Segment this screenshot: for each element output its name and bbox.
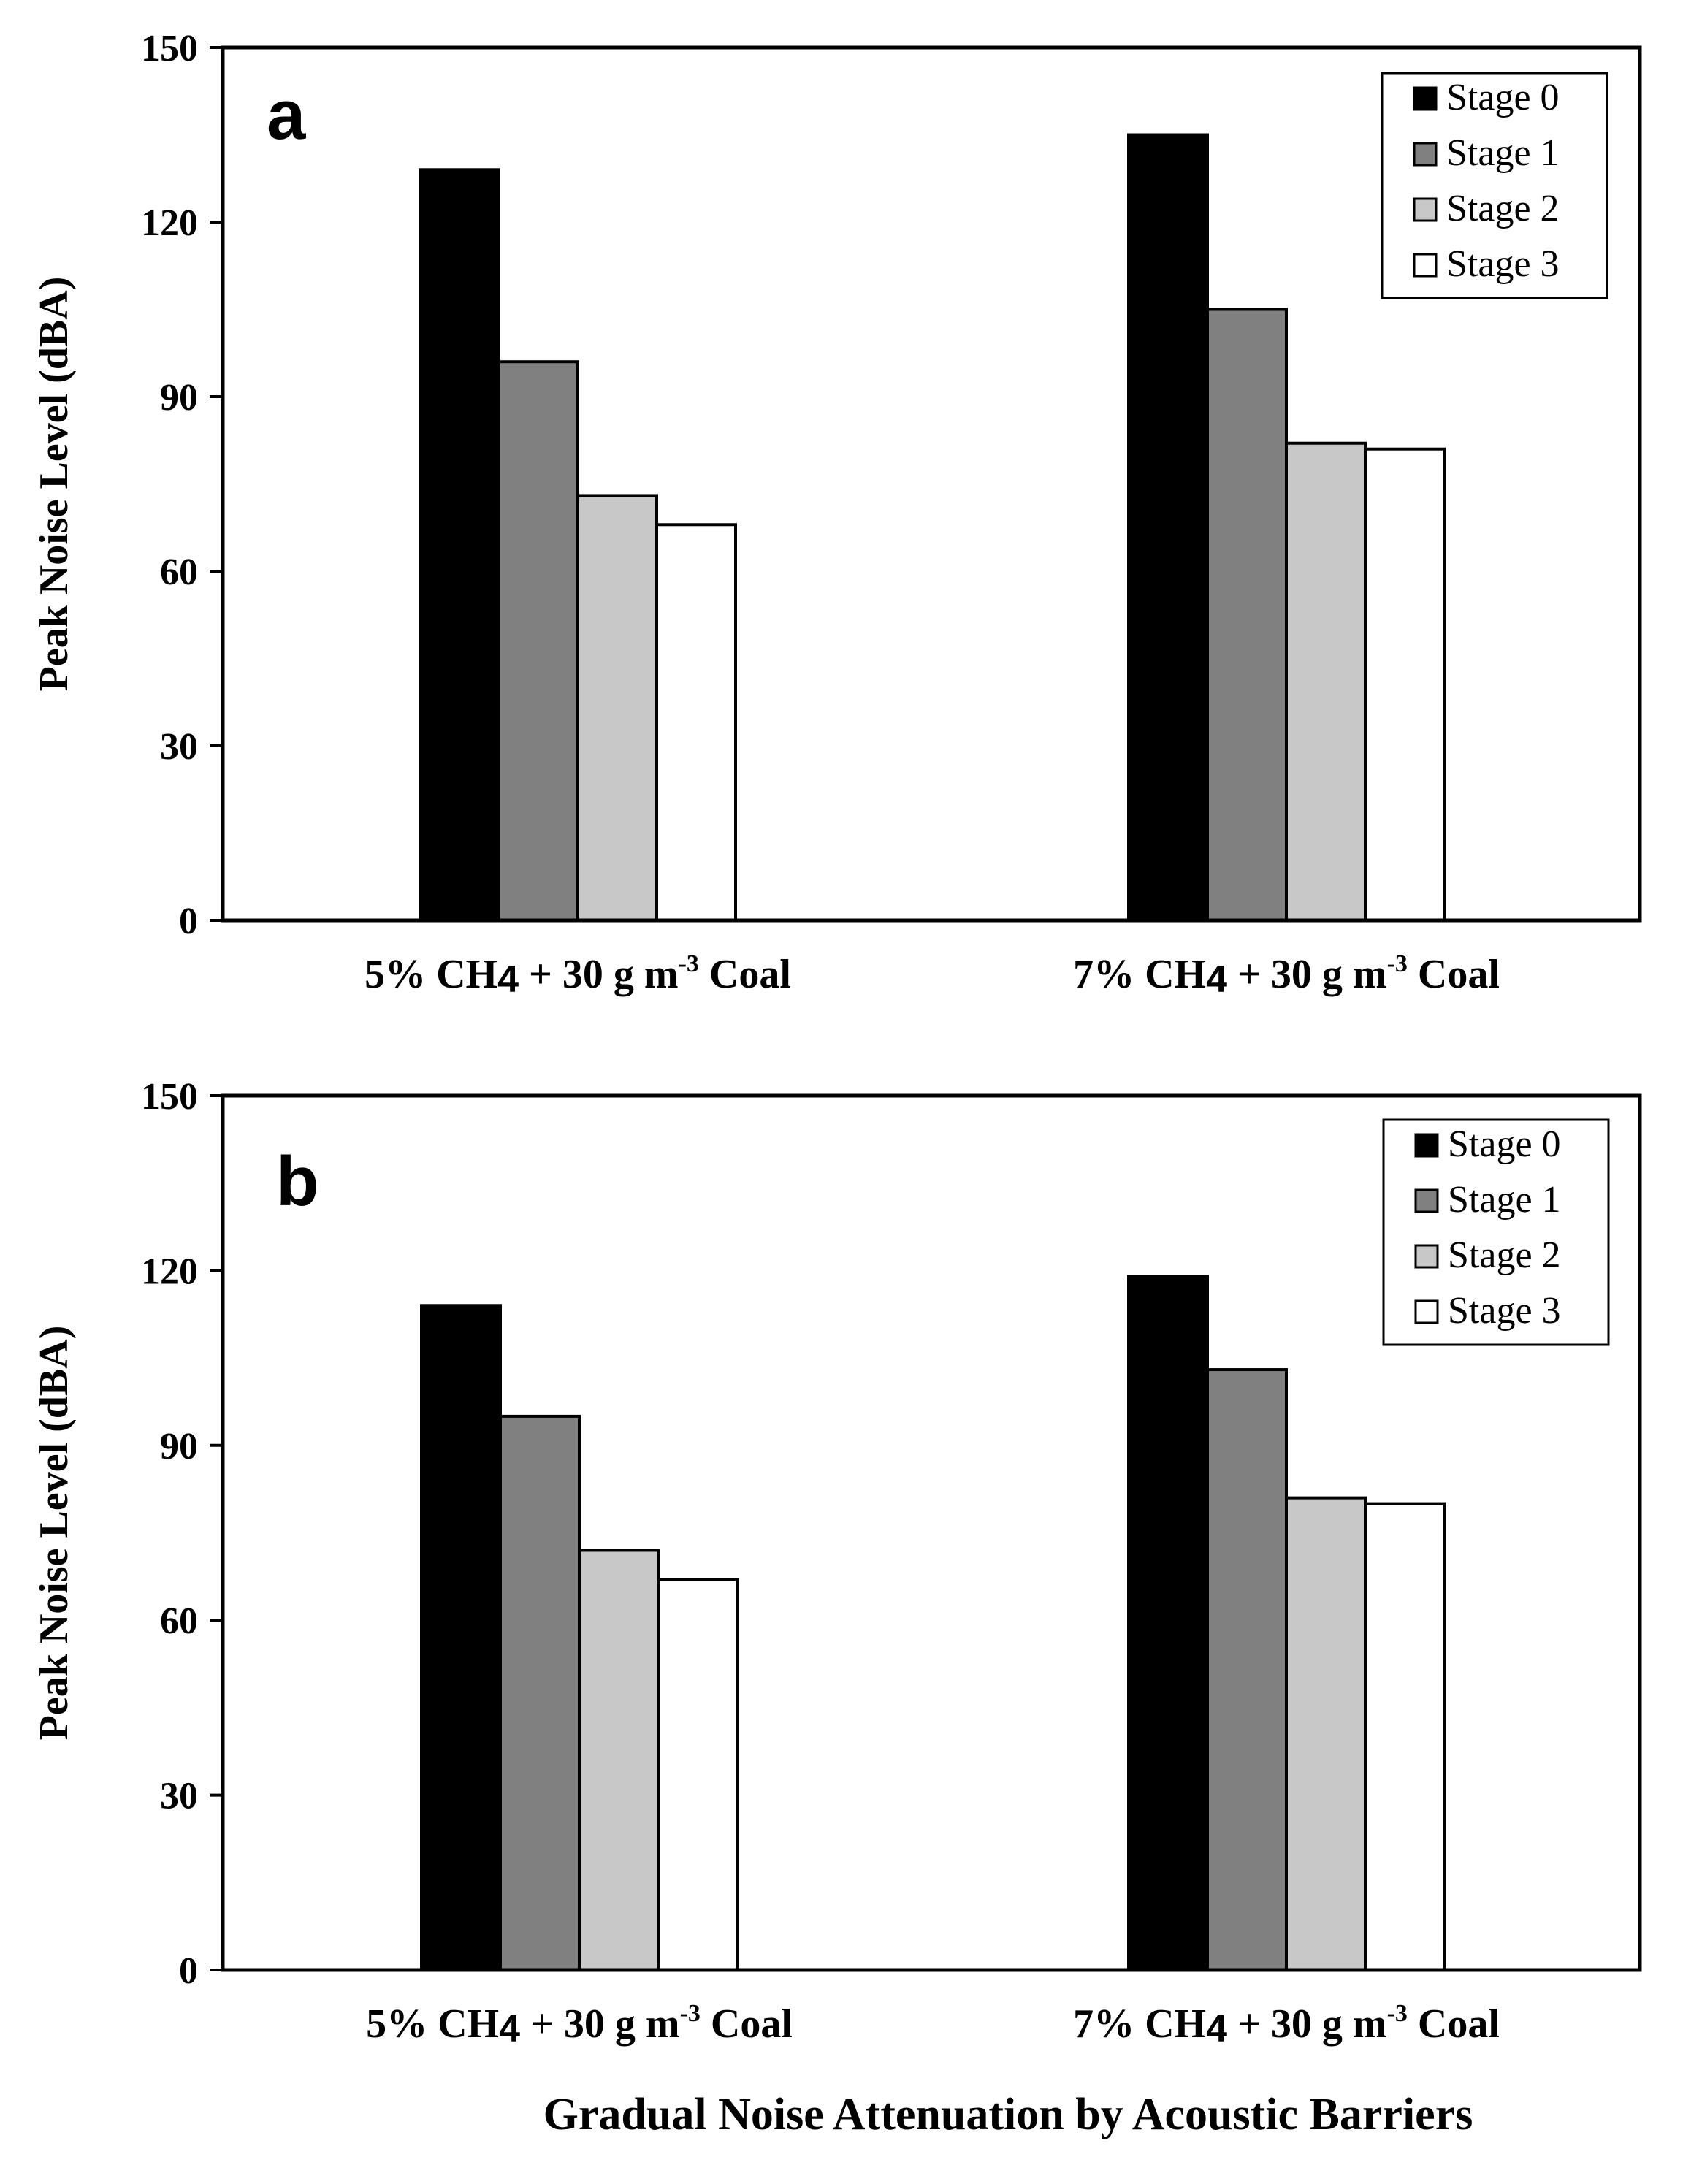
legend-swatch (1413, 142, 1438, 167)
x-category-label: 7% CH4 + 30 g m-3 Coal (1073, 2000, 1500, 2050)
bar-stage-3 (1364, 447, 1446, 922)
y-axis-label: Peak Noise Level (dBA) (31, 277, 77, 692)
legend-swatch (1414, 1299, 1439, 1324)
bar-stage-1 (1206, 1368, 1288, 1972)
category-superscript: -3 (680, 2000, 701, 2027)
panel-label: b (276, 1142, 319, 1221)
bar-stage-2 (578, 1549, 660, 1971)
y-tick-label: 90 (160, 377, 198, 419)
bar-stage-0 (419, 168, 500, 922)
category-subscript: 4 (1206, 2008, 1227, 2050)
y-tick-label: 150 (141, 28, 198, 69)
bar-stage-0 (1127, 1275, 1209, 1971)
category-middle: + 30 g m (519, 952, 679, 997)
legend-swatch (1413, 86, 1438, 111)
y-tick-label: 150 (141, 1076, 198, 1118)
bar-stage-2 (1285, 441, 1367, 922)
bar-stage-0 (420, 1304, 502, 1971)
legend-swatch (1413, 197, 1438, 222)
legend-entry: Stage 3 (1446, 243, 1560, 285)
y-tick-label: 120 (141, 1251, 198, 1292)
category-superscript: -3 (679, 950, 699, 977)
category-suffix: Coal (1408, 2001, 1500, 2047)
bar-stage-1 (499, 1414, 581, 1971)
y-tick-label: 120 (141, 202, 198, 244)
bar-stage-2 (1285, 1496, 1367, 1972)
legend-entry: Stage 0 (1448, 1123, 1561, 1165)
plot-frame (221, 1093, 1642, 1972)
x-category-label: 7% CH4 + 30 g m-3 Coal (1073, 950, 1500, 1001)
legend-entry: Stage 3 (1448, 1290, 1561, 1332)
category-subscript: 4 (499, 2008, 520, 2050)
x-axis-title: Gradual Noise Attenuation by Acoustic Ba… (543, 2090, 1473, 2139)
bar-stage-3 (1364, 1502, 1446, 1972)
y-tick-label: 0 (179, 1950, 198, 1992)
bar-stage-1 (1206, 308, 1288, 922)
bar-stage-0 (1127, 133, 1209, 922)
legend-swatch (1413, 253, 1438, 278)
x-category-label: 5% CH4 + 30 g m-3 Coal (365, 950, 791, 1001)
y-tick-label: 60 (160, 551, 198, 593)
legend-entry: Stage 1 (1446, 132, 1560, 174)
category-prefix: 7% CH (1073, 952, 1206, 997)
category-superscript: -3 (1387, 2000, 1408, 2027)
bar-stage-2 (576, 494, 658, 922)
legend-entry: Stage 2 (1448, 1234, 1561, 1276)
y-tick-label: 30 (160, 1776, 198, 1817)
category-suffix: Coal (699, 952, 791, 997)
bar-stage-3 (655, 523, 737, 922)
category-prefix: 5% CH (366, 2001, 499, 2047)
y-tick-label: 60 (160, 1600, 198, 1642)
category-superscript: -3 (1387, 950, 1408, 977)
y-tick-label: 0 (179, 901, 198, 942)
plot-frame (221, 45, 1642, 923)
category-suffix: Coal (701, 2001, 793, 2047)
category-suffix: Coal (1408, 952, 1500, 997)
y-tick-label: 90 (160, 1426, 198, 1467)
legend: Stage 0 Stage 1 Stage 2 Stage 3 (1381, 72, 1608, 299)
panel-label: a (267, 76, 306, 154)
x-category-label: 5% CH4 + 30 g m-3 Coal (366, 2000, 793, 2050)
legend-swatch (1414, 1133, 1439, 1158)
legend-entry: Stage 1 (1448, 1179, 1561, 1221)
category-middle: + 30 g m (1227, 2001, 1387, 2047)
legend-entry: Stage 0 (1446, 77, 1560, 118)
category-middle: + 30 g m (1227, 952, 1387, 997)
category-prefix: 7% CH (1073, 2001, 1206, 2047)
category-prefix: 5% CH (365, 952, 497, 997)
legend: Stage 0 Stage 1 Stage 2 Stage 3 (1382, 1118, 1610, 1346)
legend-entry: Stage 2 (1446, 188, 1560, 229)
category-subscript: 4 (497, 958, 519, 1001)
legend-swatch (1414, 1188, 1439, 1213)
y-tick-label: 30 (160, 726, 198, 768)
bar-stage-3 (657, 1578, 739, 1972)
category-middle: + 30 g m (520, 2001, 680, 2047)
y-axis-label: Peak Noise Level (dBA) (31, 1326, 77, 1741)
bar-stage-1 (497, 360, 579, 922)
legend-swatch (1414, 1244, 1439, 1269)
category-subscript: 4 (1206, 958, 1227, 1001)
